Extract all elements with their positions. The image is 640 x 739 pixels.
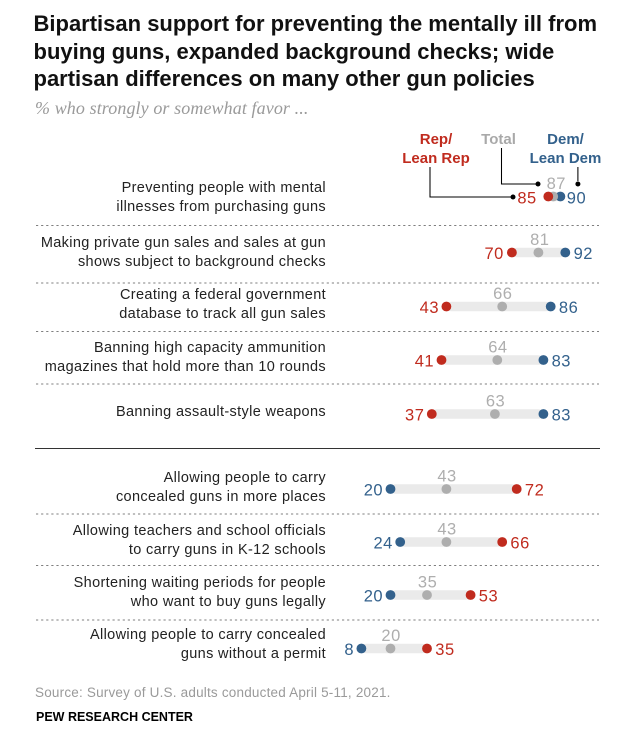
svg-text:63: 63 bbox=[486, 393, 505, 411]
svg-text:90: 90 bbox=[567, 189, 586, 207]
svg-text:85: 85 bbox=[517, 189, 536, 207]
svg-text:83: 83 bbox=[552, 352, 571, 370]
svg-text:72: 72 bbox=[525, 481, 544, 499]
svg-text:Dem/: Dem/ bbox=[547, 131, 585, 148]
svg-text:66: 66 bbox=[493, 285, 512, 303]
svg-text:92: 92 bbox=[574, 245, 593, 263]
svg-text:20: 20 bbox=[381, 627, 400, 645]
svg-text:83: 83 bbox=[552, 406, 571, 424]
svg-text:35: 35 bbox=[435, 641, 454, 659]
svg-text:41: 41 bbox=[415, 352, 434, 370]
svg-text:43: 43 bbox=[420, 299, 439, 317]
svg-text:66: 66 bbox=[510, 534, 529, 552]
svg-text:Lean Rep: Lean Rep bbox=[402, 150, 470, 167]
svg-text:8: 8 bbox=[344, 641, 354, 659]
svg-text:43: 43 bbox=[437, 468, 456, 486]
svg-text:86: 86 bbox=[559, 299, 578, 317]
svg-text:Total: Total bbox=[481, 131, 516, 148]
svg-text:70: 70 bbox=[484, 245, 503, 263]
svg-text:20: 20 bbox=[364, 481, 383, 499]
svg-text:Rep/: Rep/ bbox=[420, 131, 453, 148]
svg-text:64: 64 bbox=[488, 339, 507, 357]
svg-text:53: 53 bbox=[479, 587, 498, 605]
svg-text:81: 81 bbox=[530, 231, 549, 249]
svg-text:37: 37 bbox=[405, 406, 424, 424]
svg-text:87: 87 bbox=[547, 175, 566, 193]
svg-text:35: 35 bbox=[418, 574, 437, 592]
svg-text:43: 43 bbox=[437, 521, 456, 539]
svg-text:20: 20 bbox=[364, 587, 383, 605]
svg-text:Lean Dem: Lean Dem bbox=[530, 150, 602, 167]
svg-text:24: 24 bbox=[373, 534, 392, 552]
